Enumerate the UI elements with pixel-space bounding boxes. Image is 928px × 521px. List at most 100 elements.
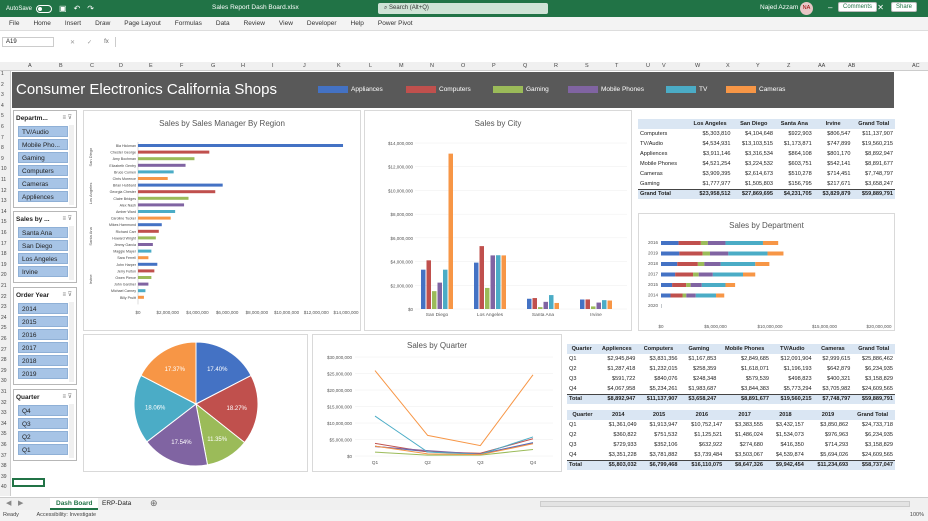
row-header[interactable]: 32	[1, 399, 7, 406]
slicer-scrollbar[interactable]	[69, 404, 74, 458]
add-sheet-icon[interactable]: ⊕	[150, 498, 158, 508]
row-header[interactable]: 15	[1, 219, 7, 226]
row-header[interactable]: 14	[1, 208, 7, 215]
slicer-item[interactable]: 2018	[18, 355, 68, 366]
sheet-tab-dashboard[interactable]: Dash Board	[50, 498, 99, 510]
ribbon-tab-data[interactable]: Data	[215, 20, 230, 27]
row-header[interactable]: 33	[1, 410, 7, 417]
autosave-toggle[interactable]	[36, 4, 53, 13]
row-header[interactable]: 20	[1, 272, 7, 279]
row-header[interactable]: 19	[1, 261, 7, 268]
column-header[interactable]: H	[241, 63, 245, 69]
column-header[interactable]: V	[662, 63, 666, 69]
column-header[interactable]: AC	[912, 63, 920, 69]
row-header[interactable]: 10	[1, 166, 7, 173]
row-header[interactable]: 35	[1, 431, 7, 438]
chart-manager-region[interactable]: Sales by Sales Manager By Region $0 $2,00…	[83, 110, 361, 331]
slicer-item[interactable]: Q3	[18, 418, 68, 429]
slicer-item[interactable]: Mobile Pho...	[18, 139, 68, 150]
column-header[interactable]: S	[585, 63, 589, 69]
undo-icon[interactable]: ↶	[73, 4, 81, 13]
save-icon[interactable]: ▣	[59, 4, 67, 13]
column-header[interactable]: J	[303, 63, 306, 69]
chart-department[interactable]: Sales by Department $0 $5,000,000 $10,000,…	[638, 213, 895, 331]
row-header[interactable]: 17	[1, 240, 7, 247]
row-header[interactable]: 2	[1, 81, 4, 88]
horizontal-scrollbar[interactable]	[540, 501, 910, 507]
redo-icon[interactable]: ↷	[87, 4, 94, 13]
ribbon-tab-insert[interactable]: Insert	[64, 20, 82, 27]
chart-quarter[interactable]: Sales by Quarter $0 $5,000,000 $10,000,000…	[312, 334, 562, 472]
slicer-item[interactable]: Q2	[18, 431, 68, 442]
slicer-department[interactable]: Departm... TV/Audio Mobile Pho... Gaming Co…	[13, 110, 77, 208]
ribbon-tab-help[interactable]: Help	[350, 20, 364, 27]
row-header[interactable]: 3	[1, 92, 4, 99]
ribbon-tab-home[interactable]: Home	[33, 20, 51, 27]
column-header[interactable]: M	[399, 63, 404, 69]
column-header[interactable]: C	[90, 63, 94, 69]
row-header[interactable]: 36	[1, 442, 7, 448]
zoom-level[interactable]: 100%	[909, 512, 924, 518]
row-header[interactable]: 18	[1, 251, 7, 258]
ribbon-tab-page-layout[interactable]: Page Layout	[124, 20, 161, 27]
chart-pie[interactable]: 17.40% 18.27% 11.35% 17.54% 18.06% 17.37%	[83, 334, 308, 472]
slicer-item[interactable]: Q4	[18, 405, 68, 416]
row-header[interactable]: 37	[1, 452, 7, 459]
ribbon-tab-draw[interactable]: Draw	[95, 20, 111, 27]
row-header[interactable]: 12	[1, 187, 7, 194]
row-header[interactable]: 21	[1, 283, 7, 289]
slicer-item[interactable]: Q1	[18, 444, 68, 455]
column-header[interactable]: N	[430, 63, 434, 69]
row-header[interactable]: 31	[1, 389, 7, 395]
column-header[interactable]: T	[615, 63, 619, 69]
enter-icon[interactable]: ✓	[87, 39, 93, 46]
row-header[interactable]: 9	[1, 155, 4, 162]
slicer-item[interactable]: Appliences	[18, 191, 68, 202]
avatar[interactable]: NA	[800, 2, 813, 15]
slicer-year[interactable]: Order Year 2014 2015 2016 2017 2018 2019	[13, 287, 77, 385]
ribbon-tab-power-pivot[interactable]: Power Pivot	[377, 20, 413, 27]
row-header[interactable]: 40	[1, 484, 7, 491]
row-header[interactable]: 1	[1, 71, 4, 77]
ribbon-tab-file[interactable]: File	[9, 20, 20, 27]
row-header[interactable]: 13	[1, 198, 7, 205]
column-header[interactable]: P	[492, 63, 496, 69]
ribbon-tab-developer[interactable]: Developer	[306, 20, 337, 27]
slicer-item[interactable]: 2019	[18, 368, 68, 379]
slicer-item[interactable]: 2015	[18, 316, 68, 327]
column-header[interactable]: AB	[848, 63, 856, 69]
slicer-item[interactable]: 2014	[18, 303, 68, 314]
slicer-scrollbar[interactable]	[69, 302, 74, 382]
slicer-item[interactable]: Gaming	[18, 152, 68, 163]
row-header[interactable]: 22	[1, 293, 7, 300]
slicer-scrollbar[interactable]	[69, 226, 74, 280]
row-header[interactable]: 34	[1, 420, 7, 427]
row-header[interactable]: 6	[1, 124, 4, 130]
row-header[interactable]: 38	[1, 463, 7, 470]
slicer-item[interactable]: Computers	[18, 165, 68, 176]
chart-city[interactable]: Sales by City $0 $2,000,000 $4,000,000 $6,0…	[364, 110, 632, 331]
column-header[interactable]: F	[180, 63, 184, 69]
search-input[interactable]: ⌕ Search (Alt+Q)	[378, 3, 548, 14]
row-header[interactable]: 39	[1, 473, 7, 480]
column-header[interactable]: D	[119, 63, 123, 69]
column-header[interactable]: E	[149, 63, 153, 69]
next-sheet-icon[interactable]: ▶	[18, 500, 24, 507]
column-header[interactable]: L	[369, 63, 373, 69]
column-header[interactable]: I	[272, 63, 274, 69]
sheet-tab-erp-data[interactable]: ERP-Data	[102, 500, 132, 507]
minimize-icon[interactable]: –	[828, 3, 833, 12]
prev-sheet-icon[interactable]: ◀	[6, 500, 12, 507]
slicer-item[interactable]: TV/Audio	[18, 126, 68, 137]
slicer-item[interactable]: Irvine	[18, 266, 68, 277]
row-header[interactable]: 11	[1, 177, 7, 183]
row-header[interactable]: 16	[1, 230, 7, 236]
slicer-item[interactable]: Los Angeles	[18, 253, 68, 264]
column-header[interactable]: U	[646, 63, 650, 69]
row-header[interactable]: 5	[1, 113, 4, 120]
ribbon-tab-view[interactable]: View	[278, 20, 293, 27]
slicer-quarter[interactable]: Quarter Q4 Q3 Q2 Q1	[13, 389, 77, 461]
column-header[interactable]: X	[726, 63, 730, 69]
slicer-item[interactable]: 2017	[18, 342, 68, 353]
row-header[interactable]: 25	[1, 325, 7, 332]
